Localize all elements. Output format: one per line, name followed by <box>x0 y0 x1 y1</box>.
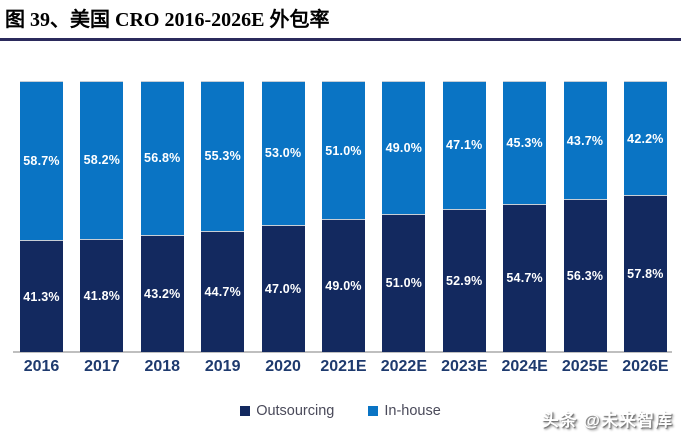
inhouse-segment: 55.3% <box>201 81 245 231</box>
outsourcing-segment: 43.2% <box>140 234 184 352</box>
year-text: 2016 <box>23 358 60 375</box>
segment-value-label: 53.0% <box>264 146 302 161</box>
year-text: 2020 <box>265 358 301 375</box>
segment-value-label: 41.8% <box>83 288 121 303</box>
segment-value-label: 52.9% <box>446 273 483 288</box>
segment-value-label: 49.0% <box>325 279 362 294</box>
bar-group: 55.3% 44.7% <box>201 81 245 352</box>
x-axis-tick-label: 2018 <box>141 358 184 376</box>
segment-value-label: 54.7% <box>506 271 543 286</box>
outsourcing-segment: 41.8% <box>80 238 124 352</box>
segment-value-label: 56.3% <box>566 269 604 284</box>
segment-value-label: 43.7% <box>566 133 604 148</box>
x-axis-tick-label: 2023E <box>441 358 488 376</box>
legend-label: In-house <box>384 403 441 419</box>
bar-group: 58.7% 41.3% <box>20 81 63 352</box>
x-axis-tick-label: 2019 <box>201 358 244 376</box>
year-text: 2022E <box>380 358 427 375</box>
x-axis-tick-label: 2016 <box>20 358 63 376</box>
inhouse-segment: 49.0% <box>382 81 426 214</box>
outsourcing-segment: 54.7% <box>503 203 547 352</box>
outsourcing-segment: 57.8% <box>623 195 667 352</box>
outsourcing-segment: 51.0% <box>382 213 426 352</box>
x-axis-tick-label: 2026E <box>622 358 669 376</box>
figure-panel: 图 39、美国 CRO 2016-2026E 外包率 58.7% 41.3% 58.… <box>0 8 681 430</box>
inhouse-segment: 47.1% <box>442 81 486 209</box>
bar-group: 45.3% 54.7% <box>503 81 547 352</box>
title-rule <box>0 38 681 41</box>
legend-swatch <box>240 406 251 416</box>
inhouse-segment: 45.3% <box>503 81 547 204</box>
year-text: 2019 <box>204 358 241 375</box>
bar-group: 53.0% 47.0% <box>261 81 305 352</box>
outsourcing-segment: 47.0% <box>261 224 305 352</box>
segment-value-label: 55.3% <box>204 149 241 164</box>
outsourcing-segment: 52.9% <box>442 208 486 352</box>
segment-value-label: 44.7% <box>204 284 241 299</box>
year-text: 2018 <box>144 358 181 375</box>
legend-swatch <box>368 406 379 416</box>
legend-label: Outsourcing <box>256 403 335 419</box>
bar-group: 43.7% 56.3% <box>563 81 607 352</box>
outsourcing-segment: 44.7% <box>201 230 245 352</box>
legend-item-in-house: In-house <box>368 403 441 419</box>
inhouse-segment: 58.2% <box>80 81 124 239</box>
inhouse-segment: 51.0% <box>321 81 365 220</box>
bar-group: 56.8% 43.2% <box>140 81 184 352</box>
outsourcing-segment: 41.3% <box>20 240 63 352</box>
x-axis-tick-label: 2021E <box>320 358 367 376</box>
inhouse-segment: 56.8% <box>140 81 184 235</box>
chart-legend: Outsourcing In-house <box>0 403 681 419</box>
legend-item-outsourcing: Outsourcing <box>240 403 334 419</box>
inhouse-segment: 43.7% <box>563 81 607 200</box>
segment-value-label: 47.0% <box>264 281 302 296</box>
inhouse-segment: 42.2% <box>623 81 667 196</box>
segment-value-label: 58.2% <box>83 153 121 168</box>
year-text: 2025E <box>561 358 609 375</box>
year-text: 2024E <box>501 358 548 375</box>
inhouse-segment: 53.0% <box>261 81 305 225</box>
segment-value-label: 56.8% <box>144 151 181 166</box>
outsourcing-segment: 56.3% <box>563 199 607 352</box>
year-text: 2026E <box>622 358 669 375</box>
segment-value-label: 57.8% <box>627 267 664 282</box>
segment-value-label: 42.2% <box>627 131 664 146</box>
segment-value-label: 47.1% <box>446 138 483 153</box>
segment-value-label: 51.0% <box>325 143 362 158</box>
outsourcing-segment: 49.0% <box>321 219 365 352</box>
x-axis-tick-label: 2020 <box>262 358 305 376</box>
segment-value-label: 41.3% <box>23 289 60 304</box>
bar-group: 47.1% 52.9% <box>442 81 486 352</box>
segment-value-label: 45.3% <box>506 135 543 150</box>
bar-group: 49.0% 51.0% <box>382 81 426 352</box>
bar-group: 51.0% 49.0% <box>321 81 365 352</box>
bar-group: 42.2% 57.8% <box>623 81 667 352</box>
x-axis-labels: 2016 2017 2018 2019 2020 2021E 2022E 2023E 2024E… <box>20 358 669 376</box>
segment-value-label: 58.7% <box>23 154 60 169</box>
segment-value-label: 51.0% <box>385 276 423 291</box>
figure-title: 图 39、美国 CRO 2016-2026E 外包率 <box>5 9 330 31</box>
year-text: 2017 <box>84 358 120 375</box>
plot-area: 58.7% 41.3% 58.2% 41.8% 56.8% 43.2% 55.3% 44.7%… <box>13 81 672 353</box>
bar-group: 58.2% 41.8% <box>80 81 124 352</box>
segment-value-label: 49.0% <box>385 140 423 155</box>
x-axis-tick-label: 2017 <box>80 358 123 376</box>
year-text: 2023E <box>441 358 488 375</box>
year-text: 2021E <box>320 358 367 375</box>
stacked-bar-chart: 58.7% 41.3% 58.2% 41.8% 56.8% 43.2% 55.3% 44.7%… <box>0 81 681 419</box>
x-axis-line <box>13 351 672 353</box>
x-axis-tick-label: 2025E <box>561 358 609 376</box>
x-axis-tick-label: 2022E <box>380 358 427 376</box>
segment-value-label: 43.2% <box>144 286 181 301</box>
x-axis-tick-label: 2024E <box>501 358 548 376</box>
watermark: 头条 @未来智库 <box>541 411 673 430</box>
inhouse-segment: 58.7% <box>20 81 63 241</box>
